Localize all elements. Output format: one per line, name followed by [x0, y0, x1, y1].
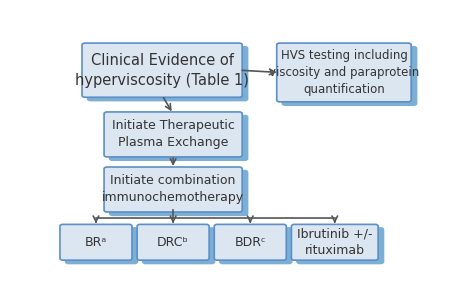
FancyBboxPatch shape	[104, 167, 242, 212]
Text: HVS testing including
viscosity and paraprotein
quantification: HVS testing including viscosity and para…	[269, 49, 419, 96]
FancyBboxPatch shape	[60, 224, 132, 260]
Text: BDRᶜ: BDRᶜ	[235, 236, 266, 249]
Text: Ibrutinib +/-
rituximab: Ibrutinib +/- rituximab	[297, 227, 373, 257]
FancyBboxPatch shape	[82, 43, 242, 97]
Text: Initiate Therapeutic
Plasma Exchange: Initiate Therapeutic Plasma Exchange	[112, 119, 235, 149]
FancyBboxPatch shape	[214, 224, 286, 260]
FancyBboxPatch shape	[88, 46, 248, 101]
FancyBboxPatch shape	[282, 46, 417, 105]
FancyBboxPatch shape	[109, 115, 248, 160]
Text: DRCᵇ: DRCᵇ	[157, 236, 189, 249]
FancyBboxPatch shape	[109, 170, 248, 215]
FancyBboxPatch shape	[292, 224, 378, 260]
FancyBboxPatch shape	[220, 228, 292, 264]
FancyBboxPatch shape	[297, 228, 383, 264]
Text: Clinical Evidence of
hyperviscosity (Table 1): Clinical Evidence of hyperviscosity (Tab…	[75, 53, 249, 88]
Text: BRᵃ: BRᵃ	[85, 236, 107, 249]
FancyBboxPatch shape	[65, 228, 137, 264]
FancyBboxPatch shape	[143, 228, 215, 264]
Text: Initiate combination
immunochemotherapy: Initiate combination immunochemotherapy	[102, 175, 244, 204]
FancyBboxPatch shape	[104, 112, 242, 157]
FancyBboxPatch shape	[277, 43, 411, 102]
FancyBboxPatch shape	[137, 224, 209, 260]
